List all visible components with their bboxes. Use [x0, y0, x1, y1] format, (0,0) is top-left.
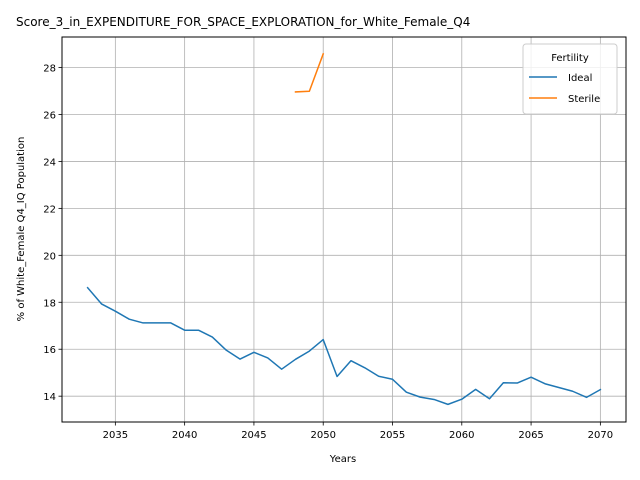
- x-axis-label: Years: [329, 454, 356, 465]
- x-axis: 2035 2040 2045 2050 2055 2060 2065 2070: [103, 422, 613, 441]
- series-lines: [86, 52, 602, 406]
- y-tick-label: 20: [43, 251, 56, 262]
- x-tick-label: 2055: [380, 430, 405, 441]
- y-tick-label: 22: [43, 204, 56, 215]
- x-tick-label: 2050: [310, 430, 335, 441]
- legend-title: Fertility: [551, 53, 589, 64]
- series-line-ideal: [86, 286, 602, 406]
- x-tick-label: 2065: [518, 430, 543, 441]
- x-tick-label: 2045: [241, 430, 266, 441]
- x-tick-label: 2035: [103, 430, 128, 441]
- y-tick-label: 26: [43, 110, 56, 121]
- legend: Fertility Ideal Sterile: [522, 43, 618, 115]
- y-axis: 14 16 18 20 22 24 26 28: [43, 64, 62, 403]
- plot-frame: [61, 36, 627, 423]
- x-tick-label: 2070: [588, 430, 613, 441]
- y-tick-label: 28: [43, 64, 56, 75]
- y-tick-label: 14: [43, 392, 56, 403]
- chart-title: Score_3_in_EXPENDITURE_FOR_SPACE_EXPLORA…: [16, 15, 470, 29]
- legend-label-ideal: Ideal: [568, 73, 592, 84]
- y-tick-label: 16: [43, 345, 56, 356]
- x-tick-label: 2060: [449, 430, 474, 441]
- y-tick-label: 24: [43, 157, 56, 168]
- series-line-sterile: [294, 52, 325, 93]
- x-tick-label: 2040: [172, 430, 197, 441]
- grid: [62, 37, 626, 422]
- y-axis-label: % of White_Female Q4_IQ Population: [16, 137, 27, 322]
- legend-label-sterile: Sterile: [568, 94, 600, 105]
- y-tick-label: 18: [43, 298, 56, 309]
